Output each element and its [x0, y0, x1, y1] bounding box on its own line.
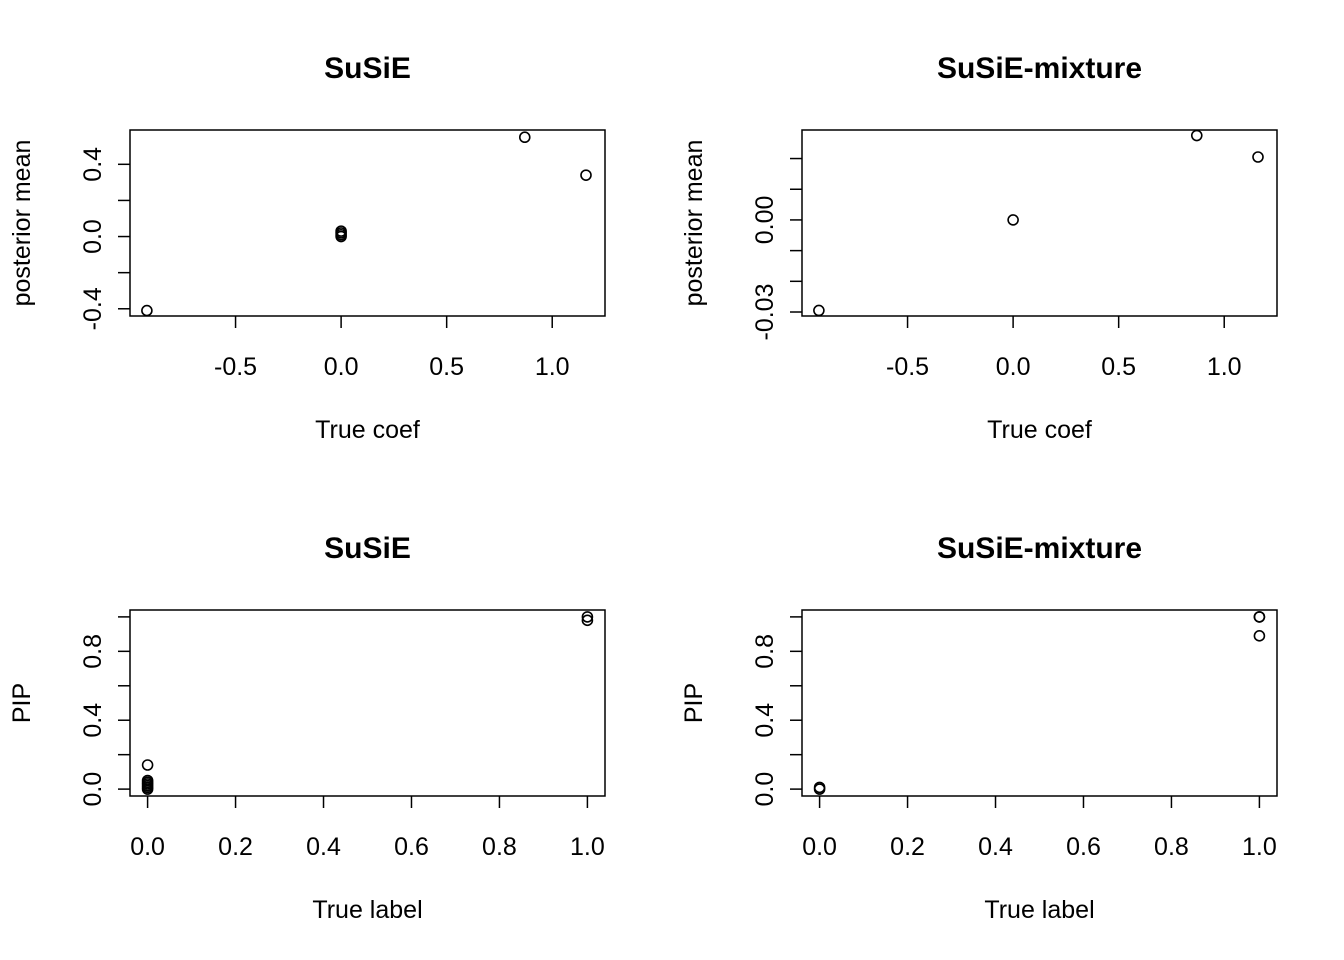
data-point — [141, 759, 154, 771]
x-tick-label: 0.4 — [978, 833, 1013, 861]
x-tick-label: 0.4 — [306, 833, 341, 861]
data-point — [581, 614, 594, 627]
y-axis-label: PIP — [680, 683, 708, 723]
data-point — [1252, 151, 1264, 163]
y-tick-label: 0.0 — [751, 772, 779, 807]
data-point — [1253, 630, 1266, 642]
x-tick-label: 0.0 — [802, 833, 837, 861]
data-point — [1190, 129, 1203, 142]
y-tick-label: 0.8 — [79, 634, 107, 669]
panel-susie-posterior-mean: SuSiE True coef posterior mean -0.5 0.0 0.5 1.… — [8, 52, 606, 444]
chart-title: SuSiE-mixture — [937, 532, 1142, 565]
x-tick-label: 1.0 — [1207, 353, 1242, 381]
x-axis-label: True label — [984, 896, 1094, 924]
y-axis-label: PIP — [8, 683, 36, 723]
x-tick-label: -0.5 — [886, 353, 929, 381]
y-tick-label: -0.4 — [79, 287, 107, 330]
x-tick-label: 0.6 — [1066, 833, 1101, 861]
plot-frame — [801, 129, 1278, 317]
x-tick-label: 0.6 — [394, 833, 429, 861]
x-tick-label: 0.0 — [130, 833, 165, 861]
y-tick-label: -0.03 — [751, 284, 779, 341]
plot-frame — [129, 609, 606, 797]
x-tick-label: 0.5 — [1101, 353, 1136, 381]
data-point — [581, 611, 594, 623]
chart-title: SuSiE — [324, 52, 411, 85]
data-point — [580, 169, 592, 181]
panel-susie-mixture-pip: SuSiE-mixture True label PIP 0.0 0.2 0.4 0.6 0.… — [680, 532, 1278, 924]
y-axis-label: posterior mean — [680, 140, 708, 307]
data-point — [141, 774, 154, 787]
x-tick-label: -0.5 — [214, 353, 257, 381]
y-tick-label: 0.8 — [751, 634, 779, 669]
x-tick-label: 0.5 — [429, 353, 464, 381]
y-tick-label: 0.4 — [79, 147, 107, 182]
y-tick-label: 0.00 — [751, 196, 779, 245]
x-tick-label: 0.8 — [1154, 833, 1189, 861]
x-tick-label: 1.0 — [1242, 833, 1277, 861]
x-tick-label: 0.8 — [482, 833, 517, 861]
data-point — [1253, 611, 1266, 623]
panel-susie-mixture-posterior-mean: SuSiE-mixture True coef posterior mean -0.5… — [680, 52, 1278, 444]
x-tick-label: 1.0 — [535, 353, 570, 381]
chart-title: SuSiE — [324, 532, 411, 565]
panel-susie-pip: SuSiE True label PIP 0.0 0.2 0.4 0.6 0.8 1.0 0.0 0… — [8, 532, 606, 924]
y-tick-label: 0.0 — [79, 772, 107, 807]
x-tick-label: 0.0 — [996, 353, 1031, 381]
x-axis-label: True coef — [987, 416, 1092, 444]
x-axis-label: True coef — [315, 416, 420, 444]
plot-frame — [801, 609, 1278, 797]
data-point — [141, 304, 153, 317]
x-tick-label: 1.0 — [570, 833, 605, 861]
x-axis-label: True label — [312, 896, 422, 924]
y-axis-label: posterior mean — [8, 140, 36, 307]
x-tick-label: 0.0 — [324, 353, 359, 381]
plot-frame — [129, 129, 606, 317]
data-point — [813, 781, 826, 794]
data-point — [518, 131, 531, 144]
y-tick-label: 0.4 — [751, 703, 779, 738]
data-point — [335, 225, 347, 237]
data-point — [1007, 214, 1019, 226]
x-tick-label: 0.2 — [218, 833, 253, 861]
data-point — [813, 304, 825, 317]
y-tick-label: 0.0 — [79, 219, 107, 254]
y-tick-label: 0.4 — [79, 703, 107, 738]
chart-title: SuSiE-mixture — [937, 52, 1142, 85]
x-tick-label: 0.2 — [890, 833, 925, 861]
